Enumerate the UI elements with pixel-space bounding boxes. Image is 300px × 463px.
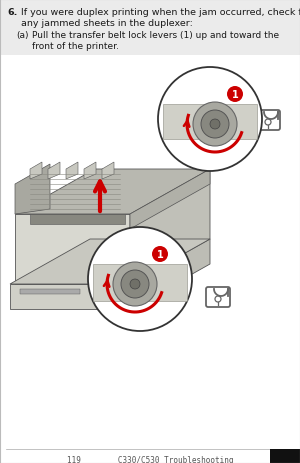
Circle shape xyxy=(121,270,149,298)
Polygon shape xyxy=(66,163,78,180)
Circle shape xyxy=(113,263,157,307)
Text: If you were duplex printing when the jam occurred, check for: If you were duplex printing when the jam… xyxy=(21,8,300,17)
Circle shape xyxy=(227,87,243,103)
Circle shape xyxy=(201,111,229,139)
Text: 1: 1 xyxy=(232,90,238,100)
Polygon shape xyxy=(93,264,187,301)
Polygon shape xyxy=(15,214,130,284)
Polygon shape xyxy=(30,214,125,225)
Polygon shape xyxy=(30,163,42,180)
Polygon shape xyxy=(15,169,210,214)
Polygon shape xyxy=(163,105,257,140)
Polygon shape xyxy=(15,165,50,214)
Text: 119        C330/C530 Troubleshooting: 119 C330/C530 Troubleshooting xyxy=(67,455,233,463)
Bar xyxy=(270,449,300,463)
Text: 1: 1 xyxy=(157,250,164,259)
Polygon shape xyxy=(130,169,210,230)
Polygon shape xyxy=(102,163,114,180)
Polygon shape xyxy=(48,163,60,180)
Polygon shape xyxy=(10,284,130,309)
Text: any jammed sheets in the duplexer:: any jammed sheets in the duplexer: xyxy=(21,19,193,28)
Circle shape xyxy=(130,279,140,289)
Circle shape xyxy=(158,68,262,172)
Circle shape xyxy=(152,246,168,263)
Text: front of the printer.: front of the printer. xyxy=(32,42,119,51)
Text: (a): (a) xyxy=(16,31,28,40)
Bar xyxy=(0,0,300,56)
Polygon shape xyxy=(130,169,210,284)
Circle shape xyxy=(193,103,237,147)
Polygon shape xyxy=(84,163,96,180)
Polygon shape xyxy=(10,239,210,284)
Text: 6.: 6. xyxy=(7,8,17,17)
Polygon shape xyxy=(130,239,210,309)
Circle shape xyxy=(88,227,192,332)
Circle shape xyxy=(210,120,220,130)
Text: Pull the transfer belt lock levers (1) up and toward the: Pull the transfer belt lock levers (1) u… xyxy=(32,31,279,40)
Polygon shape xyxy=(20,289,80,294)
